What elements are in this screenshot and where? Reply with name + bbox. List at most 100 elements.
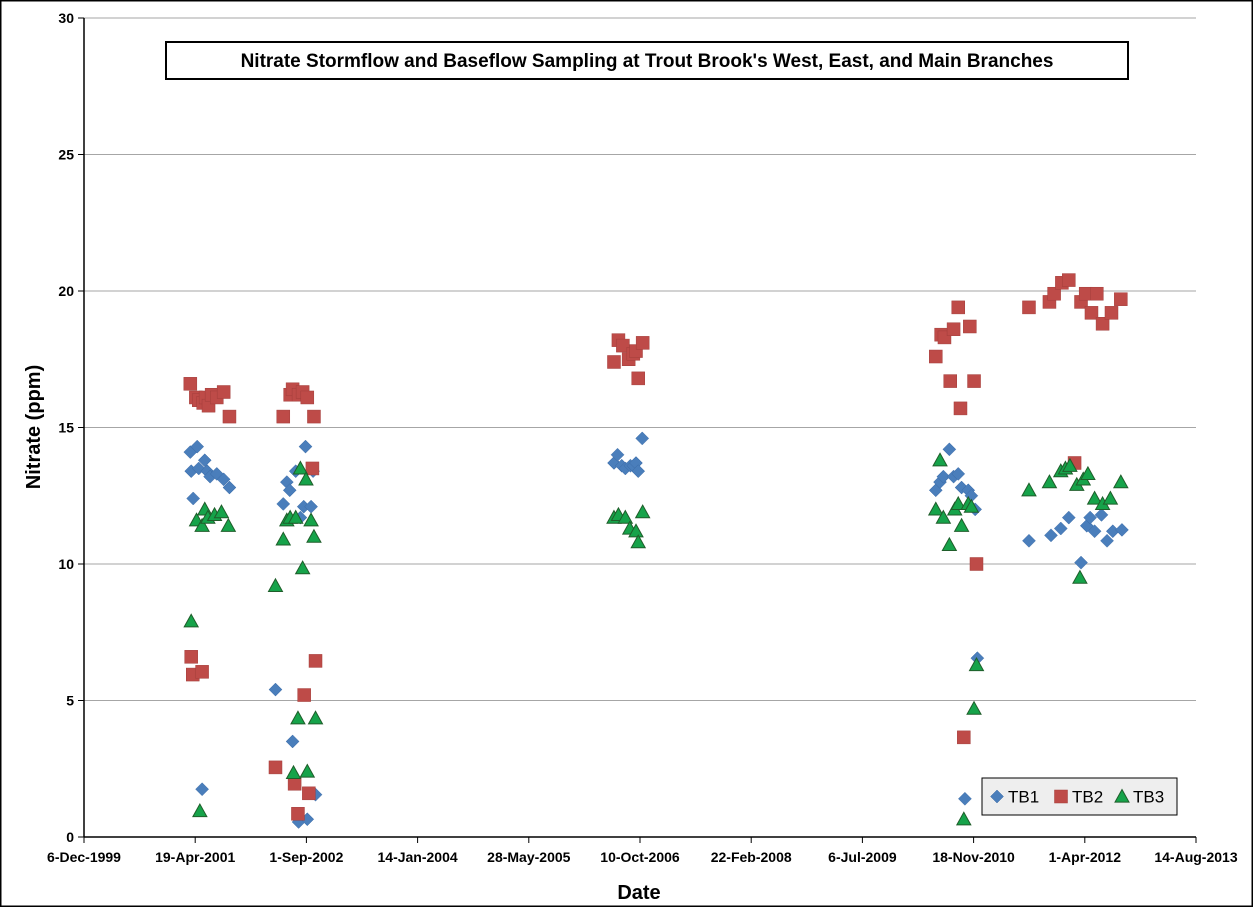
x-tick-label: 1-Apr-2012 [1049, 849, 1122, 865]
data-point-tb2 [291, 807, 305, 821]
y-tick-label: 15 [58, 420, 74, 436]
legend-label-tb3: TB3 [1133, 788, 1164, 807]
chart-title: Nitrate Stormflow and Baseflow Sampling … [241, 51, 1054, 72]
data-point-tb1 [942, 442, 957, 457]
data-points [183, 273, 1129, 829]
x-tick-label: 6-Jul-2009 [828, 849, 897, 865]
data-point-tb3 [953, 517, 970, 532]
data-point-tb2 [1084, 306, 1099, 320]
data-point-tb2 [943, 374, 957, 388]
chart-title-frame [165, 41, 1129, 80]
data-point-tb2 [287, 777, 302, 791]
data-point-tb3 [306, 528, 322, 543]
data-point-tb2 [969, 557, 984, 571]
x-tick-label: 1-Sep-2002 [269, 849, 343, 865]
data-point-tb1 [958, 791, 972, 806]
legend-marker-tb1 [990, 789, 1004, 804]
data-point-tb3 [275, 531, 292, 546]
data-point-tb3 [630, 534, 647, 549]
data-point-tb2 [195, 665, 209, 679]
y-tick-label: 25 [58, 147, 74, 163]
data-point-tb2 [1114, 292, 1128, 306]
data-point-tb2 [967, 374, 981, 388]
data-point-tb1 [285, 734, 300, 749]
data-point-tb1 [1100, 533, 1114, 548]
data-point-tb3 [1041, 474, 1058, 489]
y-tick-label: 20 [58, 283, 74, 299]
data-point-tb3 [932, 452, 948, 467]
x-axis-ticks: 6-Dec-1999 19-Apr-2001 1-Sep-2002 14-Jan-20… [47, 837, 1238, 865]
x-tick-label: 28-May-2005 [487, 849, 570, 865]
legend-label-tb1: TB1 [1008, 788, 1039, 807]
y-tick-label: 5 [66, 693, 74, 709]
data-point-tb1 [635, 431, 650, 446]
data-point-tb3 [1072, 569, 1088, 584]
data-point-tb3 [303, 512, 319, 527]
data-point-tb1 [186, 491, 201, 506]
x-axis-title: Date [617, 882, 660, 904]
data-point-tb3 [966, 700, 982, 715]
data-point-tb3 [183, 613, 200, 628]
data-point-tb3 [1112, 474, 1129, 489]
data-point-tb3 [290, 710, 306, 725]
gridlines [84, 17, 1196, 701]
legend-label-tb2: TB2 [1072, 788, 1103, 807]
data-point-tb2 [305, 461, 320, 476]
data-point-tb2 [300, 390, 315, 405]
data-point-tb1 [951, 467, 966, 481]
data-point-tb2 [1090, 286, 1104, 301]
data-point-tb3 [1062, 457, 1078, 472]
data-point-tb1 [282, 483, 297, 498]
data-point-tb1 [216, 472, 231, 487]
data-point-tb1 [1115, 523, 1129, 537]
data-point-tb3 [950, 495, 967, 511]
data-point-tb2 [953, 401, 968, 416]
data-point-tb2 [308, 654, 323, 668]
data-point-tb3 [963, 498, 980, 513]
y-axis-title: Nitrate (ppm) [23, 365, 45, 489]
data-point-tb1 [222, 480, 237, 495]
chart-title-box: Nitrate Stormflow and Baseflow Sampling … [165, 41, 1129, 80]
data-point-tb3 [941, 536, 958, 551]
x-tick-label: 14-Jan-2004 [378, 849, 458, 865]
data-point-tb3 [287, 509, 304, 524]
data-point-tb2 [1095, 317, 1110, 331]
series-tb2 [183, 273, 1128, 821]
data-point-tb3 [292, 460, 309, 475]
data-point-tb1 [276, 497, 291, 511]
data-point-tb1 [1083, 510, 1097, 525]
data-point-tb3 [299, 763, 316, 778]
data-point-tb3 [1102, 490, 1119, 505]
data-point-tb1 [1044, 528, 1058, 543]
data-point-tb3 [935, 509, 952, 524]
data-point-tb2 [276, 409, 291, 424]
x-tick-label: 18-Nov-2010 [932, 849, 1015, 865]
legend-box [981, 777, 1178, 816]
data-point-tb1 [1074, 555, 1088, 570]
data-point-tb3 [220, 517, 237, 532]
data-point-tb2 [216, 385, 231, 399]
data-point-tb2 [946, 322, 961, 336]
data-point-tb2 [951, 300, 966, 315]
data-point-tb3 [1021, 482, 1037, 497]
data-point-tb1 [1094, 508, 1109, 522]
data-point-tb3 [628, 523, 644, 538]
y-tick-label: 0 [66, 829, 74, 845]
x-tick-label: 22-Feb-2008 [711, 849, 792, 865]
data-point-tb1 [1053, 521, 1068, 536]
data-point-tb2 [929, 349, 943, 364]
data-point-tb1 [936, 469, 951, 484]
data-point-tb1 [1087, 524, 1102, 539]
data-point-tb3 [634, 504, 651, 519]
y-tick-label: 30 [58, 10, 74, 26]
data-point-tb1 [195, 782, 209, 797]
data-point-tb3 [1086, 490, 1103, 505]
data-point-tb3 [192, 803, 208, 818]
data-point-tb2 [297, 688, 311, 702]
data-point-tb3 [1080, 465, 1096, 481]
data-point-tb2 [268, 760, 283, 775]
data-point-tb3 [194, 517, 210, 532]
data-point-tb1 [298, 439, 313, 454]
